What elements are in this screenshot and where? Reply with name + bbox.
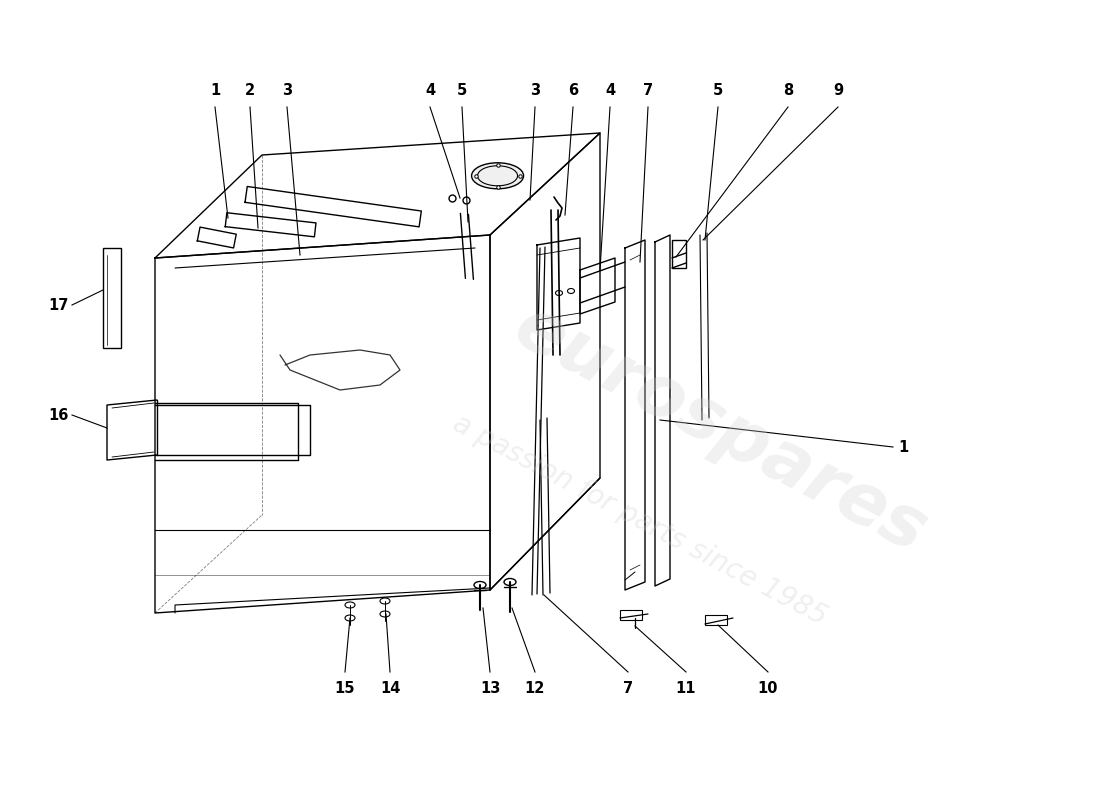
Ellipse shape [504, 578, 516, 586]
Text: 17: 17 [48, 298, 69, 313]
Bar [672, 240, 686, 268]
Text: 5: 5 [713, 83, 723, 98]
Text: 7: 7 [642, 83, 653, 98]
Text: 15: 15 [334, 681, 355, 696]
Ellipse shape [474, 582, 486, 589]
Ellipse shape [345, 602, 355, 608]
Text: 5: 5 [456, 83, 468, 98]
Ellipse shape [345, 615, 355, 621]
Text: 16: 16 [48, 407, 69, 422]
Text: 3: 3 [282, 83, 293, 98]
Text: 14: 14 [379, 681, 400, 696]
Text: 11: 11 [675, 681, 696, 696]
Text: 9: 9 [833, 83, 843, 98]
Text: eurospares: eurospares [503, 292, 938, 568]
Text: 1: 1 [210, 83, 220, 98]
Ellipse shape [568, 289, 574, 294]
Text: 1: 1 [898, 439, 909, 454]
Text: 6: 6 [568, 83, 579, 98]
Ellipse shape [472, 162, 524, 189]
Text: 8: 8 [783, 83, 793, 98]
Text: a passion for parts since 1985: a passion for parts since 1985 [448, 409, 832, 631]
Bar [620, 610, 642, 620]
Text: 4: 4 [605, 83, 615, 98]
Text: 12: 12 [525, 681, 546, 696]
Ellipse shape [556, 290, 562, 295]
Text: 3: 3 [530, 83, 540, 98]
Text: 10: 10 [758, 681, 779, 696]
Bar [103, 248, 121, 348]
Ellipse shape [379, 598, 390, 604]
Bar [705, 615, 727, 625]
Text: 4: 4 [425, 83, 436, 98]
Text: 2: 2 [245, 83, 255, 98]
Text: 13: 13 [480, 681, 501, 696]
Ellipse shape [379, 611, 390, 617]
Text: 7: 7 [623, 681, 634, 696]
